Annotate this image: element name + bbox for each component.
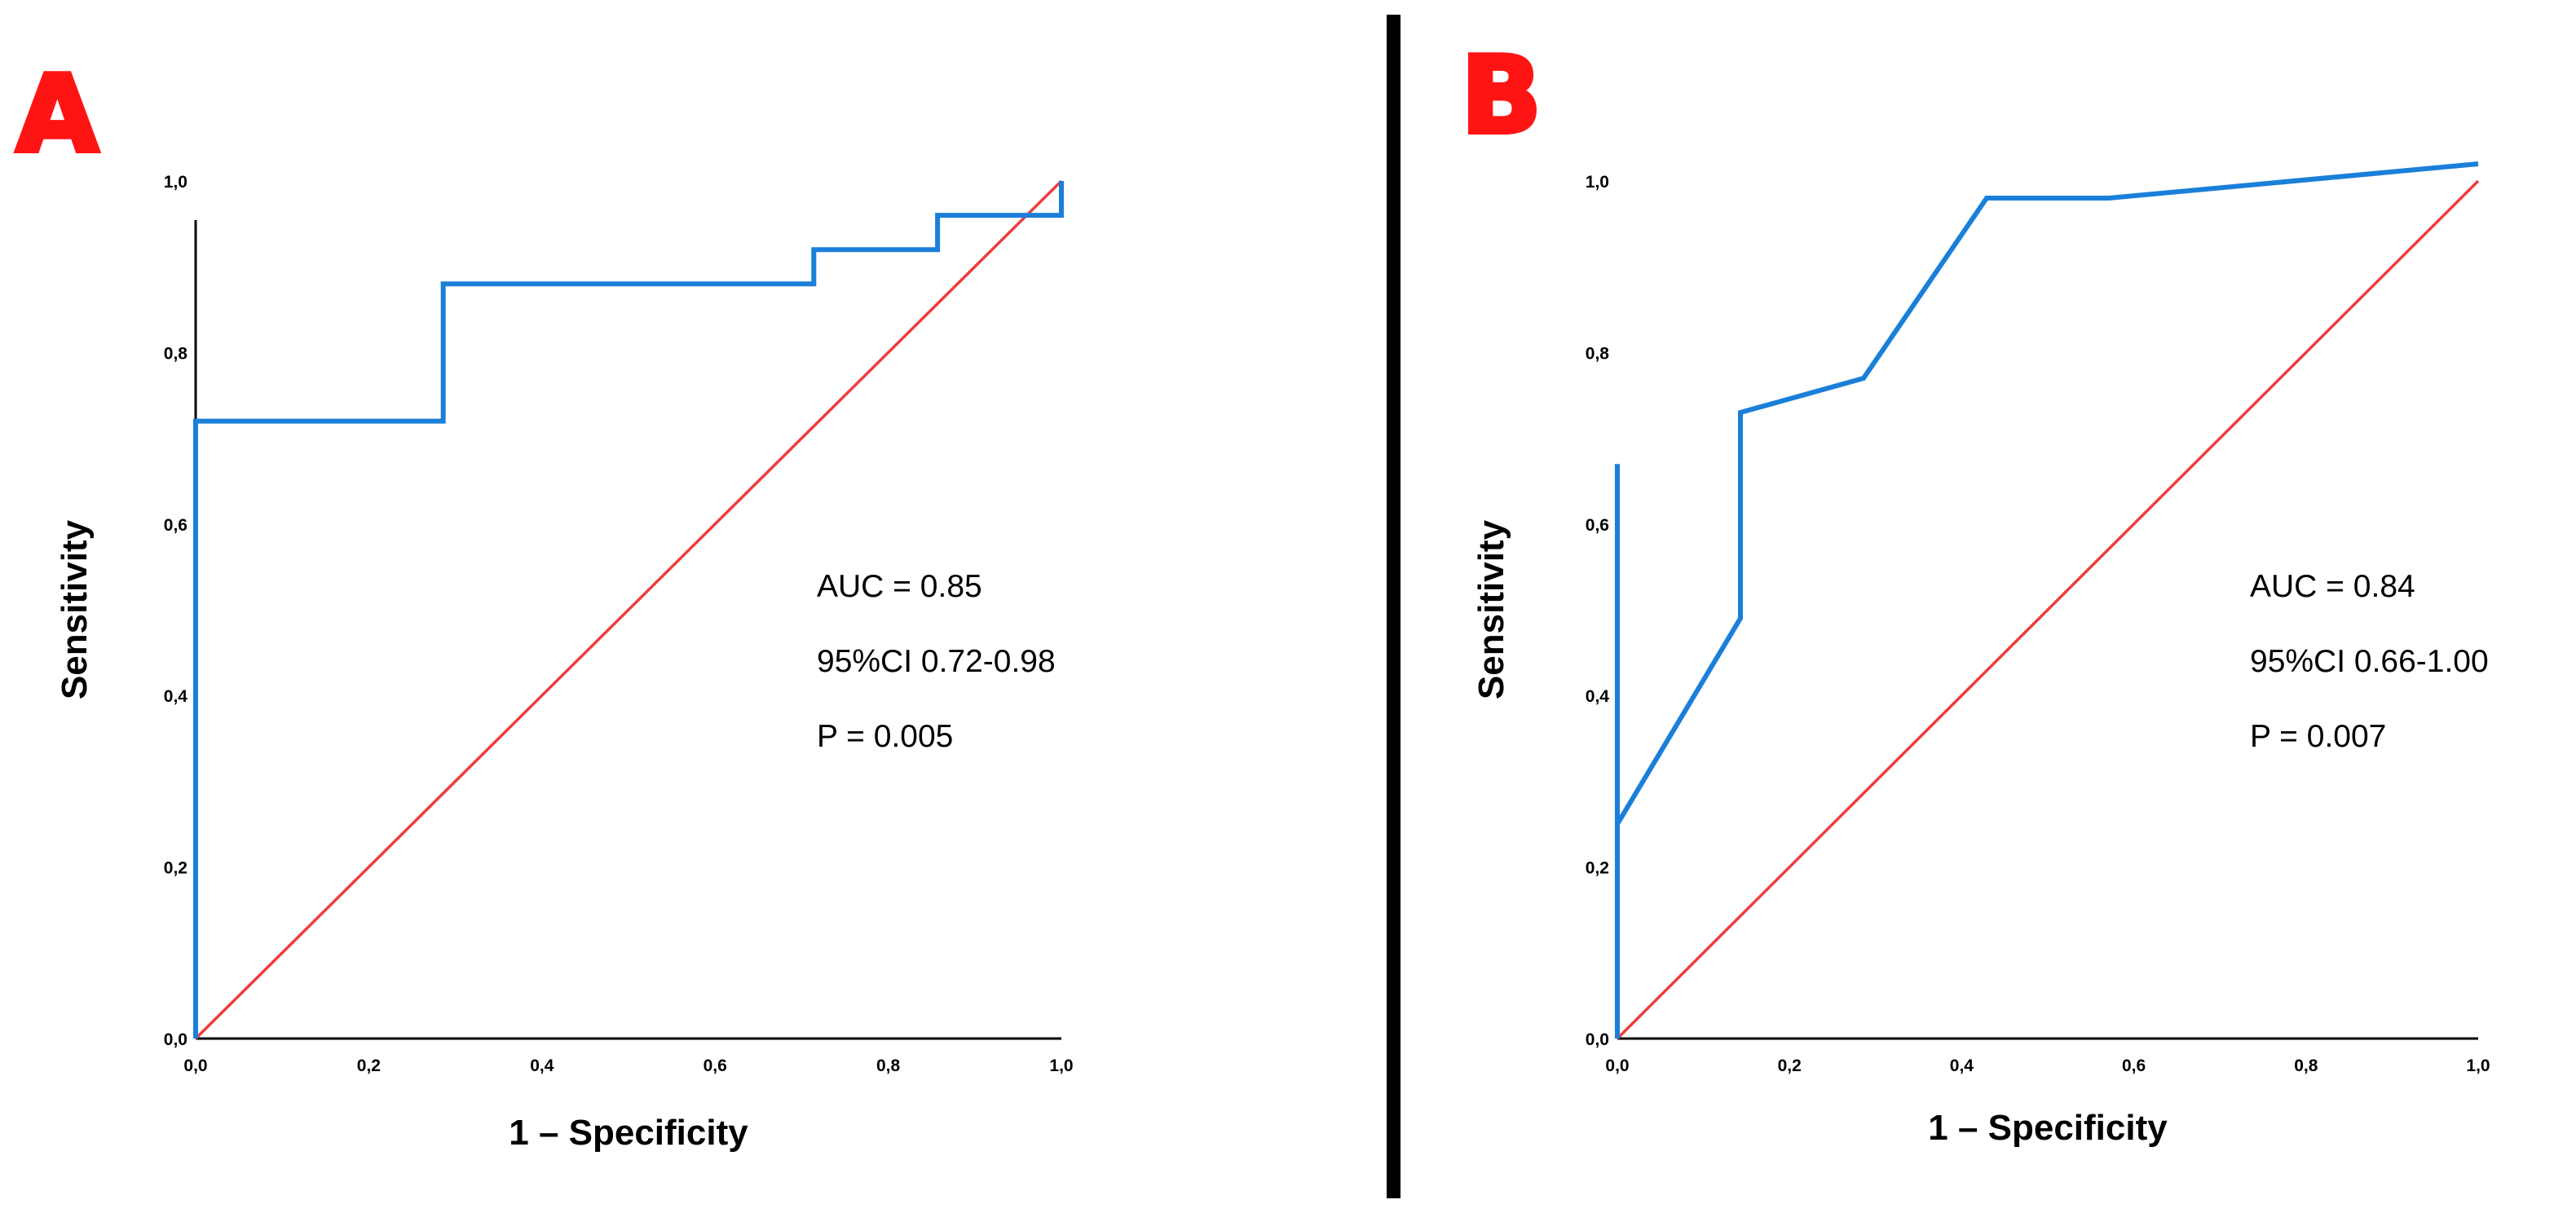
panel-b-x-tick-label: 0,4 — [1950, 1056, 1974, 1075]
panel-a-stat-p-value: P = 0.005 — [817, 719, 953, 754]
panel-b-roc-curve — [1615, 161, 2479, 1039]
panel-a-letter: A — [16, 52, 99, 176]
panel-a-y-tick-label: 0,8 — [164, 344, 188, 363]
panel-a-y-tick-label: 0,0 — [164, 1030, 187, 1049]
panel-b-stat-p-value: P = 0.007 — [2250, 719, 2386, 754]
panel-a-x-tick-label: 0,2 — [357, 1056, 381, 1075]
panel-a-x-tick-label: 0,8 — [876, 1056, 901, 1075]
panel-a-roc-curve — [193, 181, 1064, 1039]
panel-a-y-tick-label: 0,6 — [164, 516, 187, 535]
panel-a-x-tick-label: 0,6 — [704, 1056, 727, 1075]
panel-b-y-tick-label: 0,8 — [1586, 344, 1610, 363]
panel-b-y-tick-label: 0,6 — [1586, 516, 1609, 535]
panel-a-chart: A 0,0 0,2 0,4 0,6 0,8 1,0 0,0 0,2 0,4 0,6 0,8 1,0 1 –… — [14, 50, 1074, 1153]
panel-a-stat-ci: 95%CI 0.72-0.98 — [817, 644, 1056, 679]
panel-b-y-tick-label: 1,0 — [1586, 173, 1609, 192]
panel-a-y-tick-label: 0,4 — [164, 687, 188, 706]
panel-b-y-tick-label: 0,4 — [1586, 687, 1610, 706]
panel-b-y-axis-title: Sensitivity — [1471, 519, 1511, 699]
panel-b-x-axis-title: 1 – Specificity — [1928, 1108, 2168, 1148]
panel-a-x-axis-title: 1 – Specificity — [509, 1113, 748, 1153]
panel-b-chart: B 0,0 0,2 0,4 0,6 0,8 1,0 0,0 0,2 0,4 0,6 0,8 1,0 1 –… — [1458, 31, 2490, 1148]
panel-a-y-tick-label: 0,2 — [164, 859, 187, 878]
panel-a-x-tick-label: 1,0 — [1049, 1056, 1073, 1075]
panel-b-stat-auc: AUC = 0.84 — [2250, 569, 2415, 604]
panel-divider — [1387, 15, 1400, 1198]
panel-b-x-tick-label: 1,0 — [2466, 1056, 2490, 1075]
panel-b-x-tick-label: 0,6 — [2122, 1056, 2146, 1075]
panel-b-stat-ci: 95%CI 0.66-1.00 — [2250, 644, 2489, 679]
panel-b-reference-line — [1616, 179, 2480, 1040]
panel-b-x-tick-label: 0,2 — [1778, 1056, 1802, 1075]
panel-b-x-tick-label: 0,0 — [1605, 1056, 1629, 1075]
panel-b-y-tick-label: 0,2 — [1586, 859, 1609, 878]
panel-b-y-tick-label: 0,0 — [1586, 1030, 1609, 1049]
panel-a-y-tick-label: 1,0 — [164, 173, 187, 192]
panel-b-letter: B — [1461, 33, 1542, 157]
panel-a-stat-auc: AUC = 0.85 — [817, 569, 982, 604]
panel-a-x-tick-label: 0,4 — [530, 1056, 554, 1075]
panel-a-y-axis-title: Sensitivity — [55, 519, 95, 699]
panel-a-x-tick-label: 0,0 — [183, 1056, 207, 1075]
panel-b-x-tick-label: 0,8 — [2294, 1056, 2318, 1075]
panel-a-reference-line — [194, 179, 1063, 1040]
